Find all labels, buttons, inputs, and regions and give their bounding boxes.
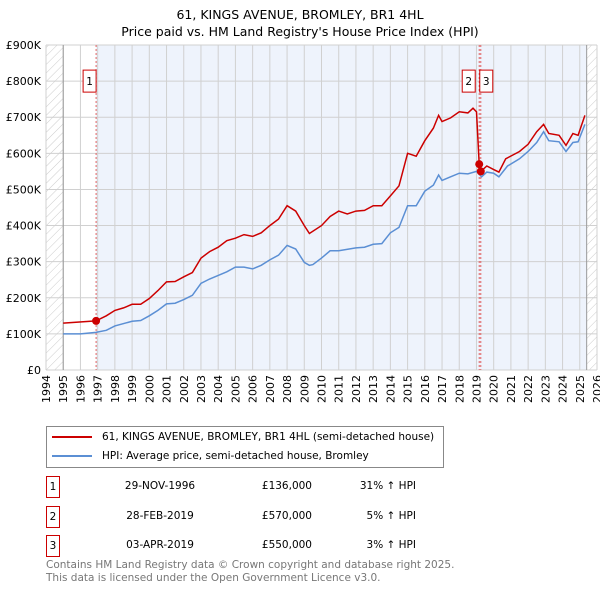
x-tick-label: 2021 (505, 375, 518, 403)
x-tick-label: 2016 (419, 375, 432, 403)
y-tick-label: £200K (6, 292, 42, 305)
legend-label: HPI: Average price, semi-detached house,… (102, 449, 369, 462)
x-tick-label: 2008 (281, 375, 294, 403)
legend-label: 61, KINGS AVENUE, BROMLEY, BR1 4HL (semi… (102, 430, 435, 443)
x-tick-label: 2022 (522, 375, 535, 403)
legend-item-hpi: HPI: Average price, semi-detached house,… (47, 446, 443, 465)
x-tick-label: 1994 (40, 375, 53, 403)
x-tick-label: 1997 (92, 375, 105, 403)
x-tick-label: 2020 (488, 375, 501, 403)
x-tick-label: 2007 (264, 375, 277, 403)
transaction-hpi: 3% ↑ HPI (366, 539, 416, 551)
transaction-point (92, 316, 101, 325)
x-tick-label: 2003 (195, 375, 208, 403)
y-tick-label: £300K (6, 256, 42, 269)
title-line: 61, KINGS AVENUE, BROMLEY, BR1 4HL (176, 7, 424, 22)
x-tick-label: 2005 (229, 375, 242, 403)
attribution-line: Contains HM Land Registry data © Crown c… (46, 559, 455, 571)
property-series-line (63, 107, 586, 324)
transaction-number: 1 (46, 476, 60, 498)
transaction-row: 1 29-NOV-1996 £136,000 31% ↑ HPI (46, 476, 446, 498)
x-tick-label: 2017 (436, 375, 449, 403)
x-tick-label: 2010 (316, 375, 329, 403)
transaction-number: 3 (46, 535, 60, 557)
x-tick-label: 2014 (384, 375, 397, 403)
x-tick-label: 2002 (178, 375, 191, 403)
transaction-label: 3 (483, 76, 490, 88)
x-tick-label: 2011 (333, 375, 346, 403)
x-tick-label: 2025 (574, 375, 587, 403)
transaction-date: 29-NOV-1996 (124, 480, 196, 492)
chart-title: 61, KINGS AVENUE, BROMLEY, BR1 4HL Price… (0, 6, 600, 40)
transaction-hpi: 5% ↑ HPI (366, 510, 416, 522)
legend-swatch-blue (52, 454, 92, 457)
x-tick-label: 2026 (591, 375, 600, 403)
x-tick-label: 2012 (350, 375, 363, 403)
transaction-label-box (82, 69, 97, 93)
x-tick-label: 2001 (161, 375, 174, 403)
ownership-shading (96, 45, 587, 370)
x-tick-label: 2004 (212, 375, 225, 403)
x-tick-label: 2006 (247, 375, 260, 403)
hatched-region-after (586, 45, 597, 370)
transaction-label-box (461, 69, 476, 93)
x-tick-label: 1995 (57, 375, 70, 403)
y-tick-label: £100K (6, 328, 42, 341)
x-tick-label: 2013 (367, 375, 380, 403)
transaction-date: 03-APR-2019 (126, 539, 194, 551)
transaction-label: 2 (465, 76, 472, 88)
subtitle-line: Price paid vs. HM Land Registry's House … (121, 24, 479, 39)
y-tick-label: £0 (27, 364, 41, 377)
transaction-point (475, 160, 484, 169)
x-tick-label: 1999 (126, 375, 139, 403)
y-tick-label: £800K (6, 75, 42, 88)
y-tick-label: £500K (6, 183, 42, 196)
y-tick-label: £700K (6, 111, 42, 124)
legend-item-property: 61, KINGS AVENUE, BROMLEY, BR1 4HL (semi… (47, 427, 443, 446)
x-tick-label: 1996 (74, 375, 87, 403)
y-tick-label: £900K (6, 39, 42, 52)
price-chart: 1994 1995 1996 1997 1998 1999 2000 2001 2002 2003… (6, 39, 600, 403)
transaction-label: 1 (86, 76, 93, 88)
transaction-row: 2 28-FEB-2019 £570,000 5% ↑ HPI (46, 506, 446, 528)
transaction-price: £550,000 (261, 539, 312, 551)
transaction-label-box (479, 69, 494, 93)
x-tick-label: 2023 (539, 375, 552, 403)
x-tick-label: 2000 (143, 375, 156, 403)
transaction-price: £136,000 (261, 480, 312, 492)
transaction-point (476, 167, 485, 176)
hpi-series-line (63, 124, 586, 335)
x-tick-label: 2015 (402, 375, 415, 403)
x-tick-label: 1998 (109, 375, 122, 403)
x-tick-label: 2024 (557, 375, 570, 403)
transaction-number: 2 (46, 506, 60, 528)
transaction-row: 3 03-APR-2019 £550,000 3% ↑ HPI (46, 535, 446, 557)
x-tick-label: 2018 (453, 375, 466, 403)
chart-legend: 61, KINGS AVENUE, BROMLEY, BR1 4HL (semi… (46, 426, 444, 468)
attribution-line: This data is licensed under the Open Gov… (46, 572, 381, 584)
y-tick-label: £400K (6, 220, 42, 233)
hatched-region-before (46, 45, 64, 370)
transaction-date: 28-FEB-2019 (126, 510, 194, 522)
transaction-price: £570,000 (261, 510, 312, 522)
x-tick-label: 2009 (298, 375, 311, 403)
attribution: Contains HM Land Registry data © Crown c… (46, 559, 454, 585)
legend-swatch-red (52, 435, 92, 438)
x-tick-label: 2019 (470, 375, 483, 403)
y-tick-label: £600K (6, 147, 42, 160)
transaction-hpi: 31% ↑ HPI (359, 480, 416, 492)
